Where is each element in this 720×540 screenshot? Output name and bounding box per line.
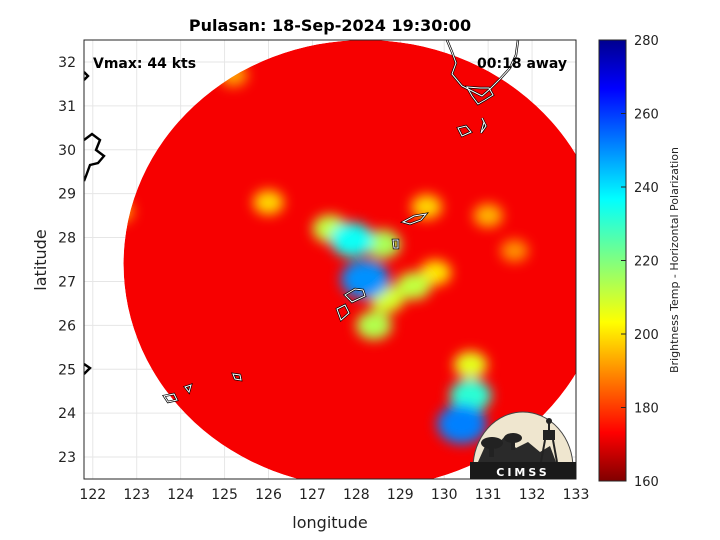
- x-tick-label: 130: [431, 487, 458, 503]
- y-tick-label: 26: [58, 318, 76, 334]
- colorbar-tick-labels: 280 260 240 220 200 180 160: [621, 34, 659, 490]
- colorbar-tick-label: 180: [634, 402, 659, 417]
- x-tick-label: 133: [563, 487, 590, 503]
- y-tick-label: 32: [58, 55, 76, 71]
- y-tick-label: 29: [58, 187, 76, 203]
- x-tick-label: 131: [475, 487, 502, 503]
- colorbar-tick-label: 240: [634, 181, 659, 196]
- brightness-swath: [123, 40, 576, 479]
- plot-border: [83, 39, 577, 480]
- cimss-logo: CIMSS: [470, 411, 576, 479]
- y-axis-label: latitude: [31, 229, 50, 290]
- brightness-feature: [449, 378, 492, 413]
- vmax-annotation: Vmax: 44 kts: [93, 56, 196, 72]
- y-tick-label: 28: [58, 231, 76, 247]
- coastlines-inner: [163, 40, 519, 403]
- brightness-feature: [453, 351, 488, 379]
- brightness-feature: [473, 203, 503, 228]
- y-tick-label: 30: [58, 143, 76, 159]
- colorbar-tick-label: 260: [634, 108, 659, 123]
- y-tick-labels: 23 24 25 26 27 28 29 30 31 32: [58, 55, 76, 466]
- time-away-annotation: 00:18 away: [477, 56, 567, 72]
- x-tick-label: 126: [255, 487, 282, 503]
- y-tick-label: 27: [58, 274, 76, 290]
- colorbar-tick-label: 220: [634, 255, 659, 270]
- colorbar-tick-label: 200: [634, 328, 659, 343]
- x-tick-labels: 122 123 124 125 126 127 128 129 130 131 132 133: [79, 487, 589, 503]
- brightness-feature: [395, 271, 431, 300]
- brightness-feature: [411, 194, 442, 220]
- x-tick-label: 127: [299, 487, 326, 503]
- colorbar-tick-label: 160: [634, 475, 659, 490]
- cimss-logo-text: CIMSS: [496, 466, 549, 479]
- x-tick-label: 129: [387, 487, 414, 503]
- brightness-feature: [253, 190, 284, 215]
- colorbar-label: Brightness Temp - Horizontal Polarizatio…: [668, 147, 681, 373]
- y-tick-label: 24: [58, 406, 76, 422]
- y-tick-label: 23: [58, 450, 76, 466]
- brightness-feature: [437, 404, 487, 444]
- x-tick-label: 122: [79, 487, 106, 503]
- x-tick-label: 125: [211, 487, 238, 503]
- brightness-feature: [364, 229, 401, 259]
- y-tick-label: 25: [58, 362, 76, 378]
- x-tick-label: 124: [167, 487, 194, 503]
- y-tick-label: 31: [58, 99, 76, 115]
- x-tick-label: 128: [343, 487, 370, 503]
- x-tick-label: 123: [123, 487, 150, 503]
- plot-title: Pulasan: 18-Sep-2024 19:30:00: [189, 16, 471, 35]
- x-axis-label: longitude: [292, 513, 367, 532]
- colorbar-tick-label: 280: [634, 34, 659, 49]
- brightness-feature: [330, 222, 374, 257]
- brightness-feature: [356, 311, 392, 340]
- x-tick-label: 132: [519, 487, 546, 503]
- brightness-feature: [500, 239, 529, 262]
